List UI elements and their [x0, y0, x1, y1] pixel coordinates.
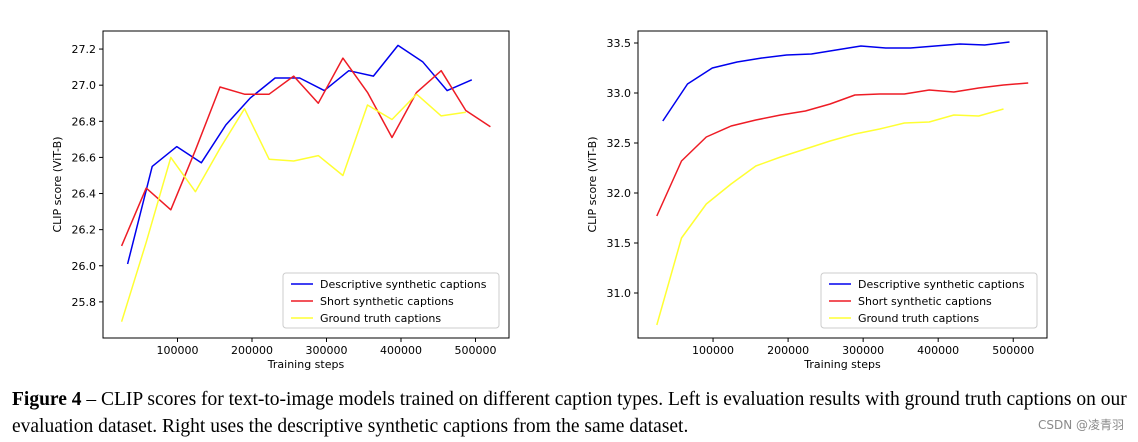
right-chart: 100000 200000 300000 400000 500000 31.0 31.5 32… [586, 30, 1048, 371]
left-x-tick-label: 300000 [305, 344, 347, 357]
right-series-ground-truth-captions [656, 108, 1004, 326]
right-series-descriptive-synthetic-captions [662, 41, 1010, 122]
right-y-tick-label: 32.0 [607, 187, 632, 200]
left-legend-label-descriptive-synthetic-captions: Descriptive synthetic captions [320, 278, 487, 291]
left-y-tick-label: 27.2 [72, 43, 97, 56]
left-y-tick-label: 26.0 [72, 260, 97, 273]
watermark: CSDN @凌青羽 [1037, 418, 1124, 432]
left-y-tick-label: 26.6 [72, 151, 97, 164]
left-legend-label-ground-truth-captions: Ground truth captions [320, 312, 441, 325]
caption-dash: – [81, 389, 102, 410]
right-plot-frame [637, 30, 1048, 339]
right-legend-label-ground-truth-captions: Ground truth captions [858, 312, 979, 325]
left-x-tick-label: 100000 [156, 344, 198, 357]
right-legend-box [820, 272, 1038, 329]
left-y-tick-label: 27.0 [72, 79, 97, 92]
right-legend-label-descriptive-synthetic-captions: Descriptive synthetic captions [858, 278, 1025, 291]
left-x-tick-label: 500000 [454, 344, 496, 357]
right-x-tick-label: 100000 [692, 344, 734, 357]
right-y-tick-label: 31.5 [607, 237, 632, 250]
left-legend-box [282, 272, 500, 329]
left-series-descriptive-synthetic-captions [126, 44, 473, 265]
left-y-tick-label: 26.8 [72, 115, 97, 128]
right-legend: Descriptive synthetic captions Short synt… [820, 272, 1038, 329]
left-plot-frame [102, 30, 510, 339]
left-y-tick-label: 26.2 [72, 224, 97, 237]
left-x-tick-label: 200000 [231, 344, 273, 357]
right-x-tick-label: 300000 [842, 344, 884, 357]
left-legend-label-short-synthetic-captions: Short synthetic captions [320, 295, 454, 308]
right-y-tick-label: 33.0 [607, 87, 632, 100]
right-x-tick-label: 200000 [767, 344, 809, 357]
right-series-short-synthetic-captions [656, 82, 1029, 217]
caption-text: CLIP scores for text-to-image models tra… [12, 389, 1127, 437]
right-y-tick-label: 32.5 [607, 137, 632, 150]
left-y-tick-label: 26.4 [72, 188, 97, 201]
right-x-axis-label: Training steps [803, 358, 881, 371]
right-y-tick-label: 31.0 [607, 287, 632, 300]
right-y-tick-label: 33.5 [607, 37, 632, 50]
left-y-axis-label: CLIP score (ViT-B) [51, 137, 64, 233]
left-series-ground-truth-captions [120, 93, 466, 322]
left-y-tick-label: 25.8 [72, 296, 97, 309]
left-series-short-synthetic-captions [120, 57, 491, 247]
figure-caption: Figure 4 – CLIP scores for text-to-image… [12, 386, 1132, 440]
left-x-axis-label: Training steps [267, 358, 345, 371]
right-y-axis-label: CLIP score (ViT-B) [586, 137, 599, 233]
right-legend-label-short-synthetic-captions: Short synthetic captions [858, 295, 992, 308]
right-x-tick-label: 500000 [992, 344, 1034, 357]
left-legend: Descriptive synthetic captions Short synt… [282, 272, 500, 329]
left-chart: 100000 200000 300000 400000 500000 25.8 26.0 26… [51, 30, 510, 371]
right-x-tick-label: 400000 [917, 344, 959, 357]
figure-label: Figure 4 [12, 389, 82, 410]
left-x-tick-label: 400000 [380, 344, 422, 357]
